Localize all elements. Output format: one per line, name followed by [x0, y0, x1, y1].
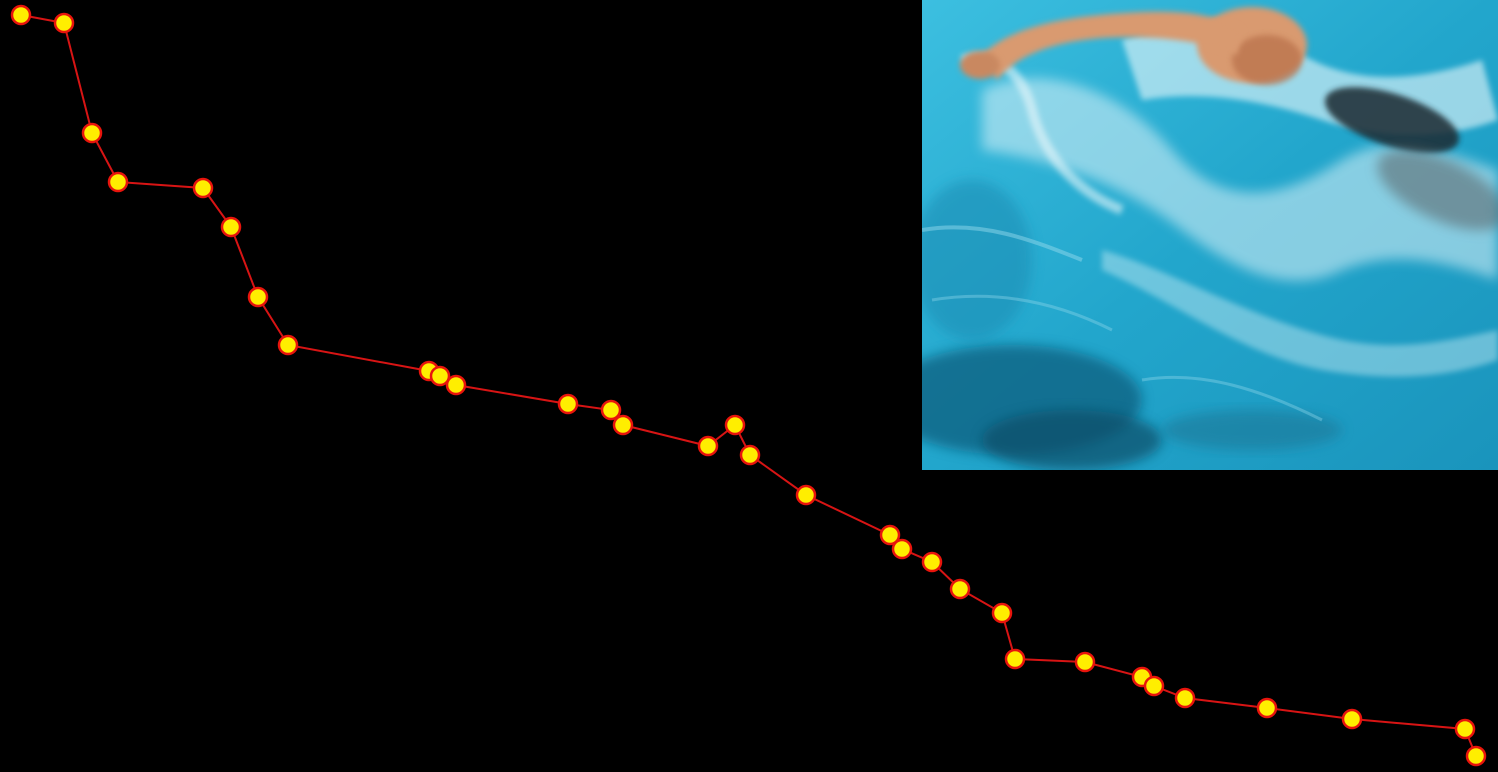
trajectory-point [1004, 648, 1026, 670]
trajectory-point [53, 12, 75, 34]
trajectory-point [1465, 745, 1487, 767]
trajectory-points [10, 4, 1487, 767]
trajectory-point [1454, 718, 1476, 740]
trajectory-point [445, 374, 467, 396]
trajectory-point [600, 399, 622, 421]
trajectory-point [1174, 687, 1196, 709]
trajectory-point [697, 435, 719, 457]
trajectory-point [277, 334, 299, 356]
trajectory-point [220, 216, 242, 238]
trajectory-point [1074, 651, 1096, 673]
trajectory-point [1143, 675, 1165, 697]
trajectory-point [81, 122, 103, 144]
trajectory-point [612, 414, 634, 436]
trajectory-point [1256, 697, 1278, 719]
trajectory-point [879, 524, 901, 546]
trajectory-point [921, 551, 943, 573]
trajectory-point [429, 365, 451, 387]
trajectory-point [1341, 708, 1363, 730]
trajectory-point [739, 444, 761, 466]
trajectory-point [107, 171, 129, 193]
trajectory-point [949, 578, 971, 600]
trajectory-point [247, 286, 269, 308]
trajectory-point [891, 538, 913, 560]
trajectory-point [192, 177, 214, 199]
trajectory-point [557, 393, 579, 415]
trajectory-line [20, 14, 1477, 757]
swimmer-photo-drawing [922, 0, 1498, 470]
trajectory-point [10, 4, 32, 26]
trajectory-point [991, 602, 1013, 624]
trajectory-point [795, 484, 817, 506]
trajectory-point [724, 414, 746, 436]
swimmer-photo [922, 0, 1498, 470]
